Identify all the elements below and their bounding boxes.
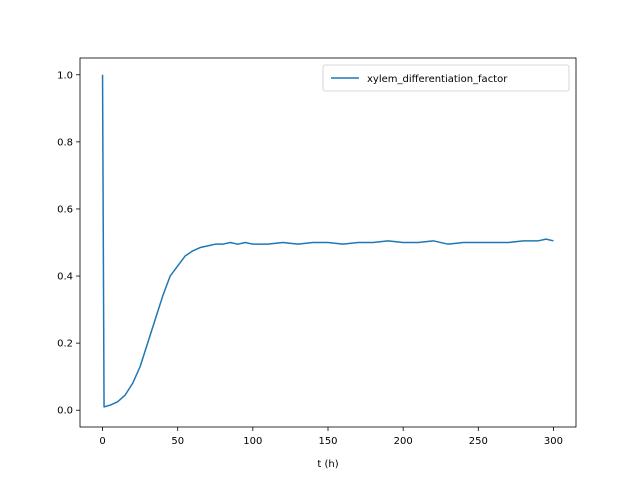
legend: xylem_differentiation_factor <box>322 64 570 92</box>
ticks-layer: 0 50 100 150 200 250 300 0.0 0.2 0.4 0.6 0.8 1.0 <box>57 70 563 447</box>
x-tick-label: 150 <box>318 436 337 447</box>
x-tick-label: 100 <box>243 436 262 447</box>
x-tick-label: 50 <box>171 436 184 447</box>
y-tick-label: 0.8 <box>57 137 73 148</box>
y-tick-label: 1.0 <box>57 70 73 81</box>
x-tick-label: 250 <box>469 436 488 447</box>
y-tick-label: 0.2 <box>57 339 73 350</box>
y-tick-label: 0.4 <box>57 272 73 283</box>
axes-frame <box>79 57 577 428</box>
x-tick-label: 200 <box>394 436 413 447</box>
series-layer <box>101 74 554 408</box>
legend-box <box>322 64 570 92</box>
series-line <box>101 74 554 408</box>
y-tick-label: 0.6 <box>57 204 73 215</box>
x-axis-label: t (h) <box>317 459 338 470</box>
x-tick-label: 300 <box>544 436 563 447</box>
legend-label: xylem_differentiation_factor <box>367 74 508 85</box>
y-tick-label: 0.0 <box>57 406 73 417</box>
x-tick-label: 0 <box>99 436 105 447</box>
